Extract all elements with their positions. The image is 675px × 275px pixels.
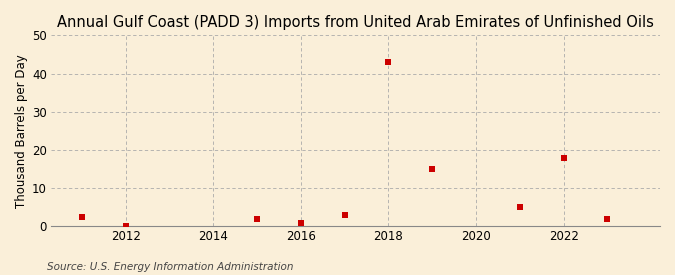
Point: [427, 167, 437, 171]
Point: [558, 155, 569, 160]
Point: [602, 216, 613, 221]
Point: [514, 205, 525, 210]
Point: [120, 223, 131, 228]
Point: [76, 214, 87, 219]
Point: [296, 220, 306, 225]
Point: [340, 213, 350, 217]
Title: Annual Gulf Coast (PADD 3) Imports from United Arab Emirates of Unfinished Oils: Annual Gulf Coast (PADD 3) Imports from …: [57, 15, 654, 30]
Y-axis label: Thousand Barrels per Day: Thousand Barrels per Day: [15, 54, 28, 208]
Point: [252, 216, 263, 221]
Point: [383, 60, 394, 64]
Text: Source: U.S. Energy Information Administration: Source: U.S. Energy Information Administ…: [47, 262, 294, 272]
